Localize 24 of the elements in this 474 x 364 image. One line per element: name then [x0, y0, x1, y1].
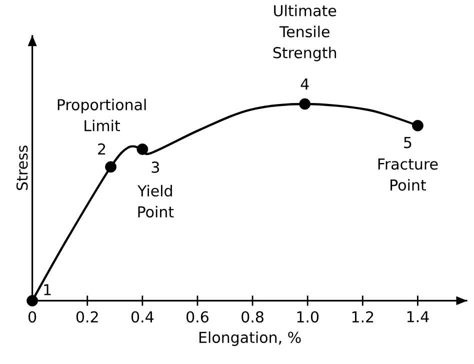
- point: [26, 294, 38, 306]
- annotation: 3: [152, 162, 159, 173]
- annotation: 1: [44, 284, 51, 296]
- x-tick-label: 0.8: [242, 311, 264, 323]
- x-axis-title: Elongation, %: [199, 331, 301, 346]
- x-tick-label: 1.4: [407, 311, 429, 322]
- point: [105, 161, 116, 173]
- x-tick-label: 0: [28, 311, 36, 323]
- x-tick-label: 0.6: [186, 311, 208, 323]
- point: [136, 144, 148, 155]
- x-tick-label: 0.4: [131, 311, 154, 323]
- annotation: 2: [98, 143, 106, 154]
- y-axis-title: Stress: [16, 146, 28, 190]
- annotation: Fracture Point: [378, 158, 438, 191]
- annotation: Proportional Limit: [58, 98, 146, 132]
- annotation: 5: [404, 137, 412, 148]
- annotation: Yield Point: [138, 184, 174, 218]
- x-tick-label: 0.2: [76, 311, 98, 323]
- annotation: Ultimate Tensile Strength: [273, 4, 336, 62]
- x-tick-label: 1.0: [297, 311, 319, 323]
- point: [299, 98, 311, 110]
- annotation: 4: [300, 78, 309, 90]
- point: [412, 120, 424, 132]
- x-tick-label: 1.2: [352, 311, 374, 322]
